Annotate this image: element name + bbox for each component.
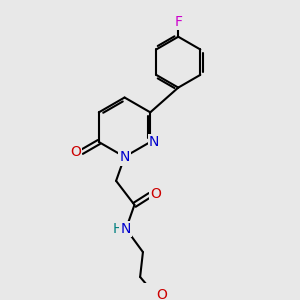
Text: O: O	[70, 145, 81, 159]
Text: N: N	[149, 135, 159, 149]
Text: F: F	[174, 15, 182, 29]
Text: N: N	[120, 222, 130, 236]
Text: N: N	[119, 150, 130, 164]
Text: H: H	[112, 222, 123, 236]
Text: O: O	[150, 187, 161, 201]
Text: O: O	[156, 288, 167, 300]
